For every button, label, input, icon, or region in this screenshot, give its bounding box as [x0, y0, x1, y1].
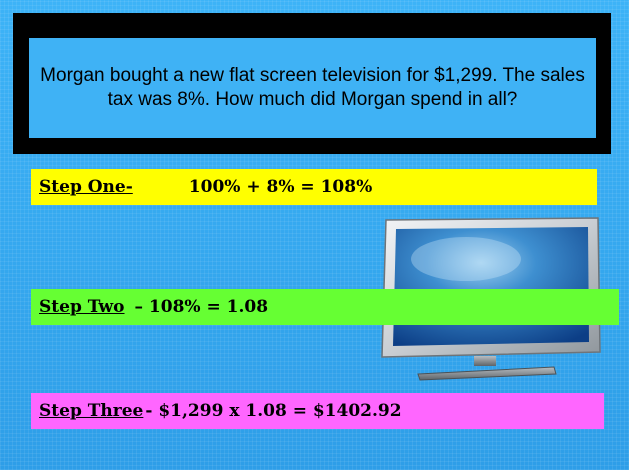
step-three-label: Step Three: [39, 401, 144, 421]
question-text: Morgan bought a new flat screen televisi…: [40, 65, 585, 110]
question-frame: Morgan bought a new flat screen televisi…: [13, 13, 611, 154]
step-three-bar: Step Three - $1,299 x 1.08 = $1402.92: [31, 393, 604, 429]
question-box: Morgan bought a new flat screen televisi…: [29, 38, 596, 138]
step-one-equation: 100% + 8% = 108%: [188, 177, 373, 197]
step-three-equation: - $1,299 x 1.08 = $1402.92: [145, 401, 402, 421]
step-two-bar: Step Two – 108% = 1.08: [31, 289, 619, 325]
step-one-label: Step One-: [39, 177, 133, 197]
step-two-equation: – 108% = 1.08: [134, 297, 269, 317]
step-one-bar: Step One- 100% + 8% = 108%: [31, 169, 597, 205]
step-two-label: Step Two: [39, 297, 125, 317]
